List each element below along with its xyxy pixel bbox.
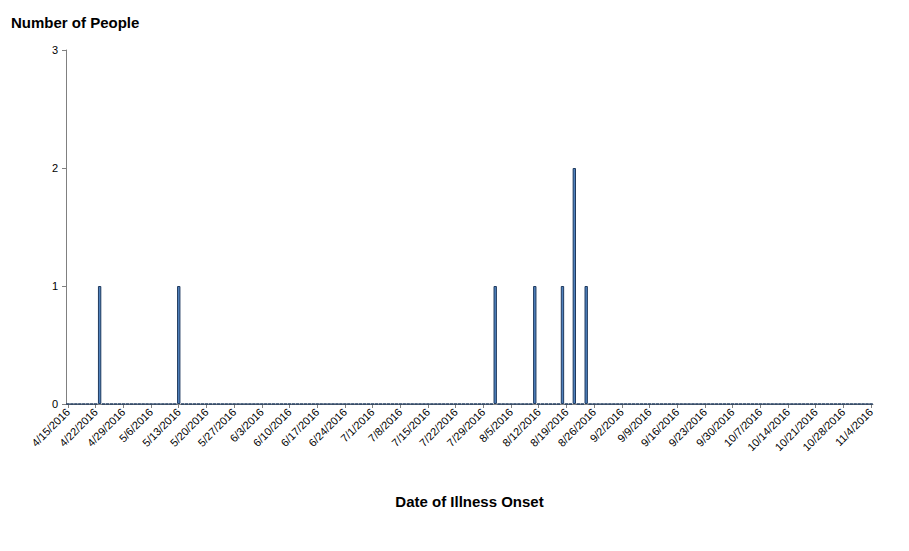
svg-text:8/5/2016: 8/5/2016: [476, 405, 516, 445]
svg-text:10/28/2016: 10/28/2016: [800, 405, 848, 454]
svg-text:6/24/2016: 6/24/2016: [306, 406, 349, 449]
svg-text:11/4/2016: 11/4/2016: [833, 406, 875, 448]
svg-text:5/20/2016: 5/20/2016: [167, 405, 211, 449]
svg-text:Date of Illness Onset: Date of Illness Onset: [395, 493, 543, 510]
svg-text:2: 2: [52, 162, 58, 174]
svg-text:7/1/2016: 7/1/2016: [338, 405, 377, 445]
svg-text:7/15/2016: 7/15/2016: [389, 405, 433, 449]
svg-text:9/30/2016: 9/30/2016: [693, 405, 737, 449]
svg-text:8/12/2016: 8/12/2016: [499, 405, 543, 449]
svg-text:4/15/2016: 4/15/2016: [29, 405, 73, 449]
svg-text:6/10/2016: 6/10/2016: [250, 405, 294, 449]
svg-text:6/17/2016: 6/17/2016: [278, 405, 322, 449]
svg-text:9/16/2016: 9/16/2016: [638, 405, 682, 449]
svg-text:4/22/2016: 4/22/2016: [56, 405, 100, 449]
svg-text:9/2/2016: 9/2/2016: [587, 405, 626, 445]
svg-text:5/27/2016: 5/27/2016: [195, 406, 238, 449]
svg-text:10/7/2016: 10/7/2016: [721, 405, 765, 449]
svg-text:9/9/2016: 9/9/2016: [615, 405, 654, 445]
svg-text:7/22/2016: 7/22/2016: [416, 405, 460, 449]
svg-text:1: 1: [52, 280, 58, 292]
svg-text:Number of People: Number of People: [11, 14, 139, 31]
svg-text:3: 3: [52, 44, 58, 56]
svg-text:4/29/2016: 4/29/2016: [85, 406, 128, 449]
svg-text:0: 0: [52, 398, 58, 410]
svg-text:9/23/2016: 9/23/2016: [666, 405, 710, 449]
svg-text:10/14/2016: 10/14/2016: [744, 405, 793, 454]
svg-text:5/13/2016: 5/13/2016: [139, 405, 183, 449]
svg-text:10/21/2016: 10/21/2016: [772, 405, 820, 454]
svg-text:5/6/2016: 5/6/2016: [116, 405, 156, 445]
svg-text:8/26/2016: 8/26/2016: [555, 406, 598, 449]
svg-text:8/19/2016: 8/19/2016: [527, 405, 571, 449]
svg-text:6/3/2016: 6/3/2016: [227, 405, 267, 445]
svg-text:7/29/2016: 7/29/2016: [445, 406, 488, 449]
svg-text:7/8/2016: 7/8/2016: [365, 405, 405, 445]
